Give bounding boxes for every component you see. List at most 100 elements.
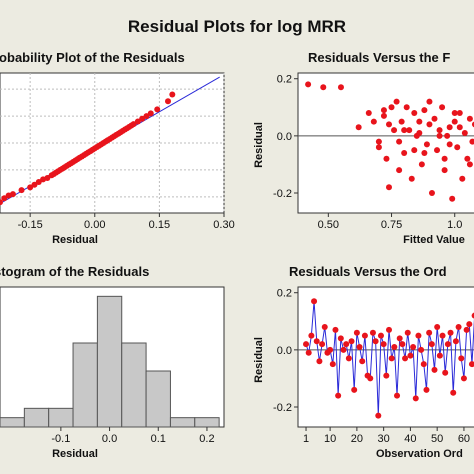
residuals-vs-fitted-point [403,104,410,111]
residuals-vs-order-title: Residuals Versus the Ord [289,264,447,279]
residuals-vs-order-x-tick-label: 1 [303,433,309,445]
histogram-x-tick-label: 0.0 [102,433,117,445]
residuals-vs-order-point [375,412,382,419]
histogram-x-ticks: -0.1 0.0 0.1 0.2 [51,427,215,445]
residuals-vs-fitted-point [388,104,395,111]
histogram-title: stogram of the Residuals [0,264,149,279]
residuals-vs-order-point [303,341,310,348]
residuals-vs-fitted-point [421,150,428,156]
residuals-vs-fitted-x-tick-label: 0.75 [381,219,402,231]
histogram-bar [145,370,171,428]
residuals-vs-order-y-tick-label: 0.2 [277,288,292,300]
residuals-vs-fitted-point [469,138,474,145]
residuals-vs-fitted-point [393,98,400,105]
residuals-vs-fitted-point [456,110,463,116]
residuals-vs-order-x-tick-label: 40 [404,433,416,445]
normal-probability-point [27,184,34,191]
residuals-vs-order-point [388,355,395,362]
residuals-vs-order-point [391,344,398,350]
residuals-vs-order-point [396,335,403,342]
residuals-vs-fitted-point [471,121,474,128]
normal-probability-x-ticks: -0.15 0.00 0.15 0.30 [18,213,235,231]
residuals-vs-fitted-point [449,195,456,202]
residuals-vs-fitted-point [406,127,413,134]
normal-probability-points [0,91,176,206]
residuals-vs-fitted-panel: Residuals Versus the F -0.20.00.2 0.50 0.… [253,50,474,246]
residuals-vs-fitted-point [383,155,390,162]
residuals-vs-fitted-point [380,107,387,114]
normal-probability-point [35,179,42,186]
residuals-vs-fitted-y-tick-label: 0.2 [277,74,292,86]
residuals-vs-order-point [332,326,339,333]
residuals-vs-order-point [447,329,454,336]
residuals-vs-order-point [458,355,465,362]
residuals-vs-order-x-tick-label: 50 [431,433,443,445]
residuals-vs-fitted-x-ticks: 0.50 0.75 1.0 [318,213,462,231]
residuals-vs-order-point [361,332,368,339]
residuals-vs-order-point [399,341,406,348]
residuals-vs-fitted-point [423,141,430,148]
residuals-vs-order-point [452,338,459,345]
residuals-vs-order-point [412,395,419,402]
residuals-vs-fitted-point [466,115,473,122]
residuals-vs-order-point [410,344,417,350]
residuals-vs-order-point [345,355,352,362]
residuals-vs-order-point [327,346,334,353]
residuals-vs-fitted-title: Residuals Versus the F [308,50,450,65]
residuals-vs-fitted-point [305,81,312,88]
residuals-vs-order-point [367,375,374,382]
normal-probability-point [143,113,150,120]
residuals-vs-order-point [305,349,312,356]
residuals-vs-fitted-point [451,110,458,116]
residuals-vs-order-point [431,366,438,373]
normal-probability-x-tick-label: -0.15 [18,219,43,231]
residuals-vs-order-point [348,338,355,345]
residuals-vs-order-point [404,329,411,336]
residuals-vs-order-point [460,375,467,382]
residuals-vs-order-point [444,341,451,348]
residuals-vs-order-point [369,329,376,336]
residuals-vs-fitted-point [386,184,392,191]
residuals-vs-fitted-point [421,107,428,114]
residuals-vs-order-point [428,341,435,348]
residuals-vs-fitted-point [466,161,473,168]
residuals-vs-fitted-point [355,124,362,131]
residuals-vs-order-point [394,392,401,399]
residuals-vs-fitted-point [431,115,438,122]
normal-probability-point [154,106,161,113]
residuals-vs-order-y-ticks: -0.2 0.0 0.2 [273,288,298,414]
residuals-vs-order-point [340,346,347,353]
normal-probability-x-tick-label: 0.15 [149,219,170,231]
residuals-vs-fitted-point [386,121,392,128]
normal-probability-xlabel: Residual [52,234,98,246]
residuals-vs-fitted-point [441,155,448,162]
residuals-vs-order-panel: Residuals Versus the Ord -0.2 0.0 0.2 1 10 2… [253,264,474,460]
normal-probability-point [1,195,8,202]
residuals-vs-order-point [463,326,470,333]
residuals-vs-fitted-x-tick-label: 0.50 [318,219,339,231]
histogram-x-tick-label: -0.1 [51,433,70,445]
normal-probability-title: robability Plot of the Residuals [0,50,185,65]
residuals-vs-fitted-y-tick-label: -0.2 [273,188,292,200]
residuals-vs-order-ylabel: Residual [253,337,265,383]
residuals-vs-fitted-point [416,118,423,125]
residuals-vs-fitted-point [401,127,408,134]
residuals-vs-fitted-point [461,130,468,136]
residuals-vs-fitted-point [396,167,403,174]
histogram-bar [194,417,220,428]
residuals-vs-order-point [426,329,433,336]
residuals-vs-order-point [321,324,328,330]
normal-probability-point [31,181,38,188]
residuals-vs-order-plot-area [297,286,474,428]
residuals-vs-order-point [442,369,449,376]
residuals-vs-order-point [423,386,430,393]
residuals-vs-fitted-point [401,150,408,156]
residuals-vs-fitted-point [391,127,398,134]
residuals-vs-order-x-tick-label: 30 [378,433,390,445]
residuals-vs-fitted-point [426,98,433,105]
residuals-vs-order-point [420,361,427,368]
residuals-vs-fitted-point [439,104,446,111]
residuals-vs-order-point [319,341,326,348]
residuals-vs-order-point [468,361,474,368]
